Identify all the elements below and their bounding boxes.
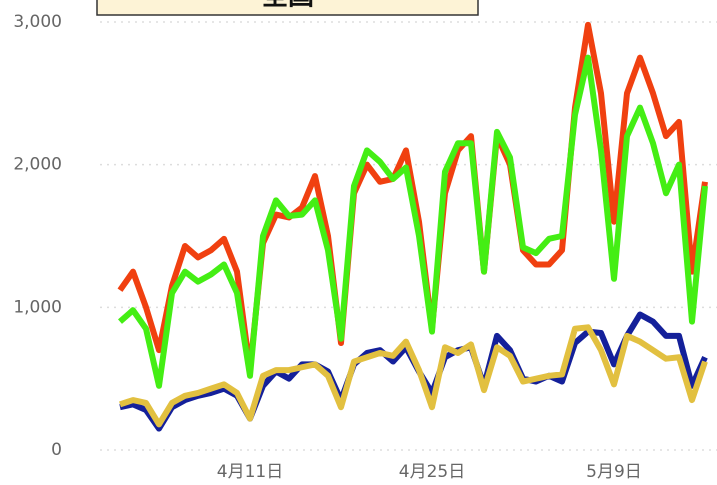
title-box xyxy=(96,0,479,16)
y-tick-label: 2,000 xyxy=(13,155,62,175)
series-line xyxy=(119,324,708,428)
y-tick-label: 3,000 xyxy=(13,12,62,32)
series-line xyxy=(118,54,708,389)
x-tick-label: 4月25日 xyxy=(399,462,465,482)
x-tick-label: 5月9日 xyxy=(586,462,642,482)
chart-title: 全国 xyxy=(261,0,314,12)
y-tick-label: 1,000 xyxy=(13,297,62,317)
y-tick-label: 0 xyxy=(51,440,62,460)
x-tick-label: 4月11日 xyxy=(217,462,283,482)
